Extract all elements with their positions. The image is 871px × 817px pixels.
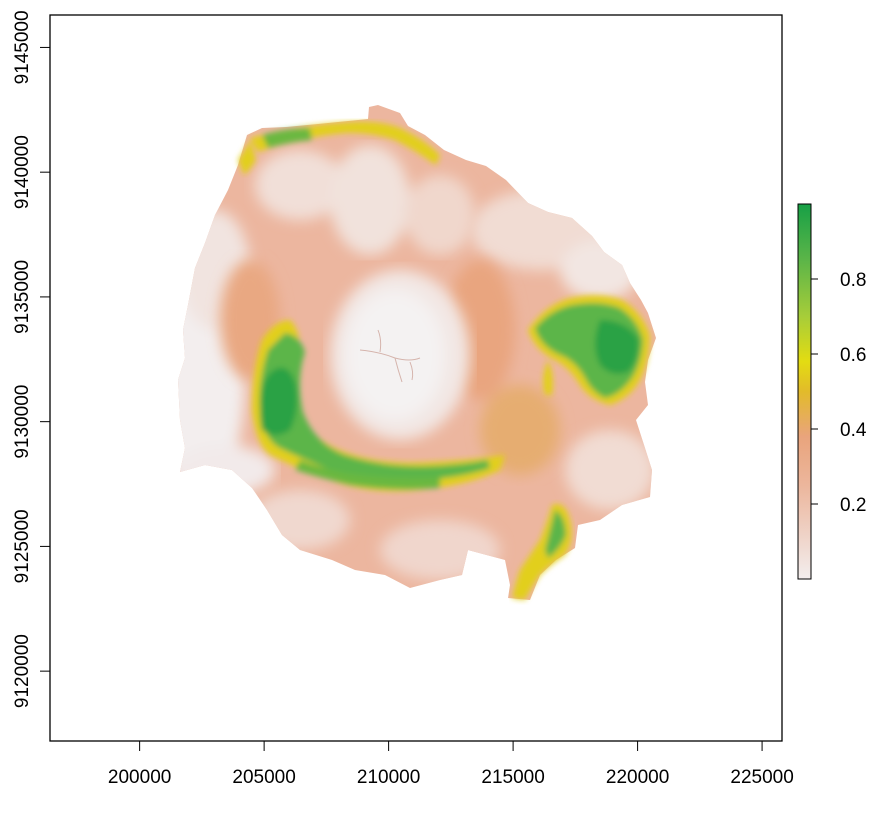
- legend-tick-label: 0.4: [840, 420, 867, 441]
- y-tick-label: 9120000: [12, 634, 33, 708]
- legend-ticks: 0.2 0.4 0.6 0.8: [811, 270, 867, 516]
- legend-tick-label: 0.2: [840, 495, 866, 516]
- y-tick-label: 9145000: [12, 10, 33, 84]
- y-tick-label: 9125000: [12, 509, 33, 583]
- southeast-strip: [512, 504, 572, 600]
- y-tick-label: 9130000: [12, 385, 33, 459]
- legend-tick-label: 0.6: [840, 345, 866, 366]
- raster-layer: [178, 105, 656, 600]
- legend-tick-label: 0.8: [840, 270, 866, 291]
- legend-colorbar: [797, 203, 812, 580]
- x-tick-label: 220000: [606, 767, 669, 788]
- x-tick-label: 225000: [730, 767, 793, 788]
- x-tick-label: 210000: [357, 767, 420, 788]
- caldera-ring: [252, 320, 505, 492]
- east-patch: [528, 295, 650, 405]
- x-tick-label: 205000: [232, 767, 295, 788]
- y-axis: 9120000 9125000 9130000 9135000 9140000 91450…: [12, 10, 51, 708]
- legend: 0.2 0.4 0.6 0.8: [797, 203, 867, 580]
- drainage: [359, 329, 421, 383]
- north-rim: [238, 121, 440, 175]
- x-axis: 200000 205000 210000 215000 220000 225000: [108, 740, 794, 788]
- summit: [330, 270, 470, 440]
- x-tick-label: 200000: [108, 767, 171, 788]
- x-tick-label: 215000: [481, 767, 544, 788]
- y-tick-label: 9135000: [12, 260, 33, 334]
- north-slope: [255, 145, 475, 255]
- y-tick-label: 9140000: [12, 135, 33, 209]
